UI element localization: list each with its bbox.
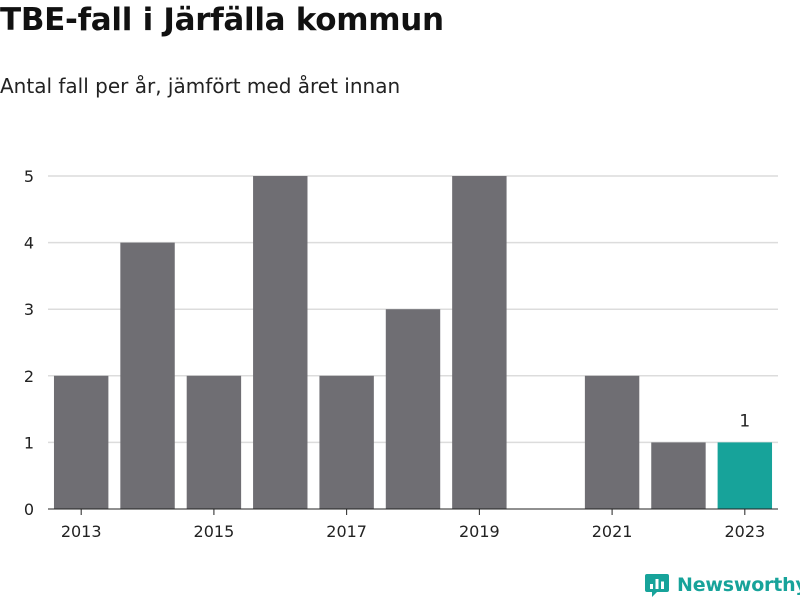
bar-2023 [717, 442, 773, 509]
chart-subtitle: Antal fall per år, jämfört med året inna… [0, 74, 401, 98]
newsworthy-logo-icon [645, 574, 669, 597]
bar-2015 [186, 375, 242, 509]
brand-logo[interactable]: Newsworthy [644, 570, 800, 600]
y-tick-label: 1 [24, 433, 34, 452]
bar-2021 [584, 375, 640, 509]
bar-2016 [253, 176, 308, 509]
x-tick-label: 2015 [194, 522, 235, 541]
bar-chart: 0 1 2 3 4 5 2013 2015 2017 2019 2021 2023 1 [24, 167, 778, 541]
y-tick-label: 2 [24, 367, 34, 386]
bar-2014 [120, 242, 175, 509]
y-tick-label: 4 [24, 234, 34, 253]
data-label-2023: 1 [739, 411, 750, 431]
bar-2019 [452, 176, 507, 509]
brand-name: Newsworthy [677, 574, 800, 596]
bar-2013 [53, 375, 109, 509]
axes [48, 508, 778, 515]
bar-2022 [651, 442, 706, 509]
x-tick-label: 2023 [724, 522, 765, 541]
y-tick-label: 3 [24, 300, 34, 319]
labels: 0 1 2 3 4 5 2013 2015 2017 2019 2021 2023 1 [24, 167, 765, 541]
y-tick-label: 5 [24, 167, 34, 186]
x-tick-label: 2013 [61, 522, 102, 541]
chart-title: TBE-fall i Järfälla kommun [0, 2, 444, 38]
x-tick-label: 2021 [592, 522, 633, 541]
bar-2017 [319, 375, 374, 509]
x-tick-label: 2019 [459, 522, 500, 541]
x-tick-label: 2017 [326, 522, 367, 541]
bar-2018 [385, 309, 441, 509]
y-tick-label: 0 [24, 500, 34, 519]
bars [53, 176, 773, 509]
